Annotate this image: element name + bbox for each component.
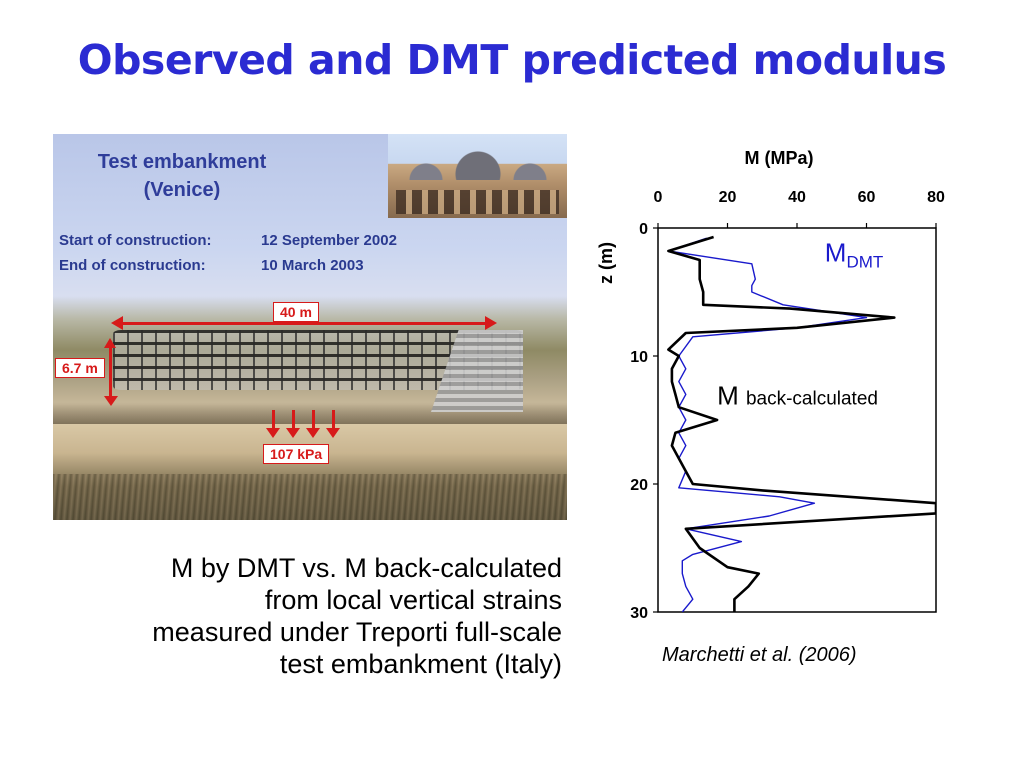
load-label: 107 kPa bbox=[263, 444, 330, 464]
basilica-domes bbox=[408, 144, 548, 180]
start-construction-value: 12 September 2002 bbox=[261, 232, 397, 249]
width-label: 40 m bbox=[273, 302, 319, 322]
photo-title-line2: (Venice) bbox=[143, 179, 221, 201]
slide-title: Observed and DMT predicted modulus bbox=[77, 36, 947, 84]
caption-line-2: from local vertical strains bbox=[264, 585, 562, 615]
y-tick-label: 0 bbox=[639, 221, 648, 238]
start-construction-row: Start of construction: 12 September 2002 bbox=[59, 232, 397, 249]
height-up-arrow-icon bbox=[104, 338, 116, 348]
photo-title-line1: Test embankment bbox=[97, 151, 267, 173]
end-construction-row: End of construction: 10 March 2003 bbox=[59, 257, 364, 274]
modulus-depth-chart: 0 20 40 60 80 0 10 20 30 M (MPa) z (m) MDMT M back-c… bbox=[596, 148, 945, 622]
x-tick-label: 0 bbox=[654, 189, 663, 206]
series-label-m-dmt: MDMT bbox=[825, 237, 884, 271]
x-tick-label: 80 bbox=[927, 189, 945, 206]
caption-line-1: M by DMT vs. M back-calculated bbox=[170, 553, 562, 583]
load-arrow-1-icon bbox=[266, 428, 280, 438]
x-tick-label: 60 bbox=[858, 189, 876, 206]
end-construction-value: 10 March 2003 bbox=[261, 257, 364, 274]
embankment-photo: Test embankment (Venice) Start of constr… bbox=[53, 134, 567, 520]
width-right-arrow-icon bbox=[485, 316, 497, 330]
height-label: 6.7 m bbox=[55, 358, 105, 378]
y-tick-label: 30 bbox=[630, 605, 648, 622]
plot-frame bbox=[657, 227, 937, 613]
load-arrow-2-shaft bbox=[292, 410, 295, 430]
load-arrow-4-icon bbox=[326, 428, 340, 438]
load-arrow-1-shaft bbox=[272, 410, 275, 430]
width-left-arrow-icon bbox=[111, 316, 123, 330]
series-line-m-dmt bbox=[667, 237, 868, 612]
photo-title: Test embankment (Venice) bbox=[67, 148, 297, 204]
y-tick-label: 10 bbox=[630, 349, 648, 366]
x-axis-label: M (MPa) bbox=[745, 148, 814, 168]
slide-caption: M by DMT vs. M back-calculated from loca… bbox=[40, 552, 562, 680]
basilica-arches bbox=[396, 190, 559, 214]
load-arrow-3-icon bbox=[306, 428, 320, 438]
load-arrow-3-shaft bbox=[312, 410, 315, 430]
load-arrow-4-shaft bbox=[332, 410, 335, 430]
series-line-m-back-calculated bbox=[667, 235, 936, 612]
series-label-m-back-calculated: M back-calculated bbox=[717, 381, 878, 411]
load-arrow-2-icon bbox=[286, 428, 300, 438]
start-construction-label: Start of construction: bbox=[59, 232, 212, 249]
x-tick-label: 20 bbox=[719, 189, 737, 206]
caption-line-3: measured under Treporti full-scale bbox=[152, 617, 562, 647]
grass-foreground bbox=[53, 474, 567, 520]
caption-line-4: test embankment (Italy) bbox=[279, 649, 562, 679]
citation: Marchetti et al. (2006) bbox=[662, 644, 857, 666]
end-construction-label: End of construction: bbox=[59, 257, 206, 274]
x-tick-label: 40 bbox=[788, 189, 806, 206]
venice-basilica-image bbox=[388, 134, 567, 218]
height-dimension-line bbox=[109, 346, 112, 398]
y-tick-label: 20 bbox=[630, 477, 648, 494]
y-axis-label: z (m) bbox=[596, 242, 616, 284]
width-dimension-line bbox=[121, 322, 485, 325]
height-down-arrow-icon bbox=[104, 396, 118, 406]
